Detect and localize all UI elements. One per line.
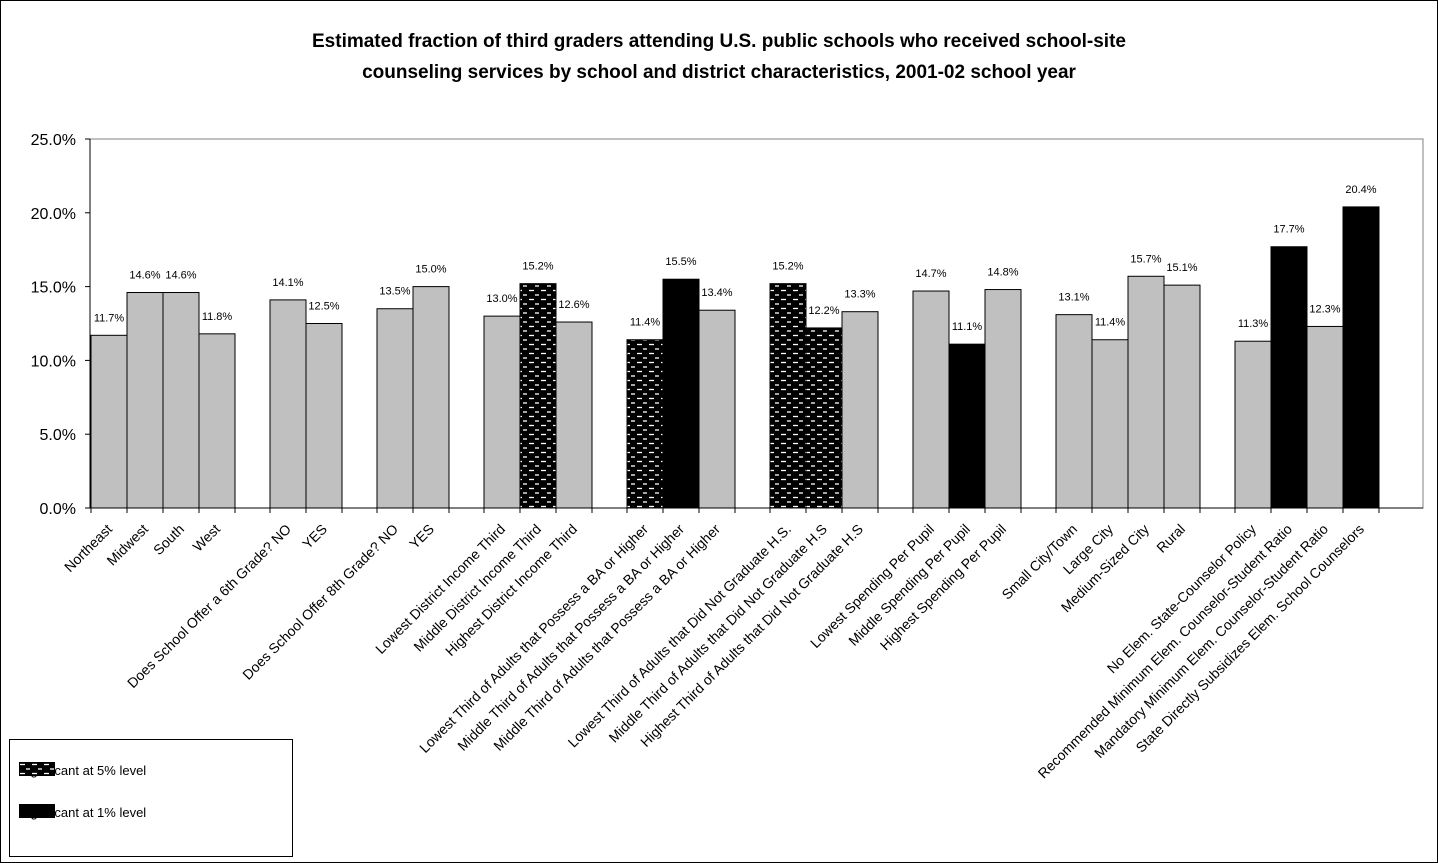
x-tick-label: Middle Third of Adults that Possess a BA… [454,521,687,754]
y-tick-label: 10.0% [31,353,76,370]
bar [90,334,128,509]
bar [198,333,236,509]
data-label: 12.6% [558,299,589,311]
bar [1342,206,1380,509]
x-tick-label: South [150,521,187,558]
legend-swatch-sig5 [19,762,55,776]
data-label: 13.0% [486,293,517,305]
x-tick-label: Rural [1153,521,1188,556]
data-label: 14.8% [987,267,1018,279]
chart-title: Estimated fraction of third graders atte… [0,26,1438,88]
data-label: 13.5% [379,286,410,298]
legend-swatch-sig1 [19,804,55,818]
bar [555,321,593,509]
x-tick-label: Northeast [61,521,115,575]
bar [1163,284,1201,509]
data-label: 11.7% [94,312,125,324]
bar [1270,246,1308,509]
data-label: 14.6% [129,270,160,282]
x-tick-label: Middle Third of Adults that Did Not Grad… [605,521,830,746]
legend-item-sig1: Significant at 1% level [19,804,146,820]
bar [984,289,1022,509]
bar [841,311,879,509]
data-label: 13.4% [701,287,732,299]
bar [376,308,414,509]
bar [948,343,986,509]
data-label: 12.2% [808,305,839,317]
data-label: 12.5% [308,301,339,313]
bar [126,292,164,509]
bar [1127,275,1165,509]
legend: Significant at 5% level Significant at 1… [9,739,293,857]
y-tick-label: 20.0% [31,206,76,223]
data-label: 14.6% [165,270,196,282]
bar [305,323,343,509]
bar [662,278,700,509]
data-label: 11.8% [202,311,233,323]
data-label: 15.7% [1130,253,1161,265]
data-label: 15.2% [772,261,803,273]
y-tick-label: 15.0% [31,280,76,297]
bar [626,339,664,509]
bar [769,283,807,509]
bar [483,315,521,509]
y-tick-label: 5.0% [40,427,76,444]
data-label: 15.0% [415,264,446,276]
bar [412,286,450,509]
bar [698,309,736,509]
data-label: 14.7% [915,268,946,280]
chart-title-line-1: Estimated fraction of third graders atte… [312,31,1126,52]
x-tick-label: West [189,521,223,555]
bar [912,290,950,509]
bar [519,283,557,509]
bar [1055,314,1093,509]
x-tick-label: Lowest District Income Third [372,521,508,657]
bar [1091,339,1129,509]
bar [1306,325,1344,509]
data-label: 12.3% [1309,303,1340,315]
bar [269,299,307,509]
data-label: 11.1% [952,321,983,333]
bar [805,327,843,509]
data-label: 13.3% [844,289,875,301]
y-tick-label: 25.0% [31,132,76,149]
data-label: 13.1% [1058,292,1089,304]
data-label: 20.4% [1345,184,1376,196]
data-label: 17.7% [1273,224,1304,236]
y-tick-label: 0.0% [40,501,76,518]
legend-item-sig5: Significant at 5% level [19,762,146,778]
bar [162,292,200,509]
data-label: 14.1% [272,277,303,289]
data-label: 15.1% [1166,262,1197,274]
x-tick-label: YES [406,521,437,552]
data-label: 15.5% [665,256,696,268]
chart-title-line-2: counseling services by school and distri… [362,62,1076,83]
bar [1234,340,1272,509]
x-tick-label: YES [299,521,330,552]
data-label: 11.3% [1238,318,1269,330]
data-label: 11.4% [630,317,661,329]
data-label: 11.4% [1095,317,1126,329]
data-label: 15.2% [522,261,553,273]
